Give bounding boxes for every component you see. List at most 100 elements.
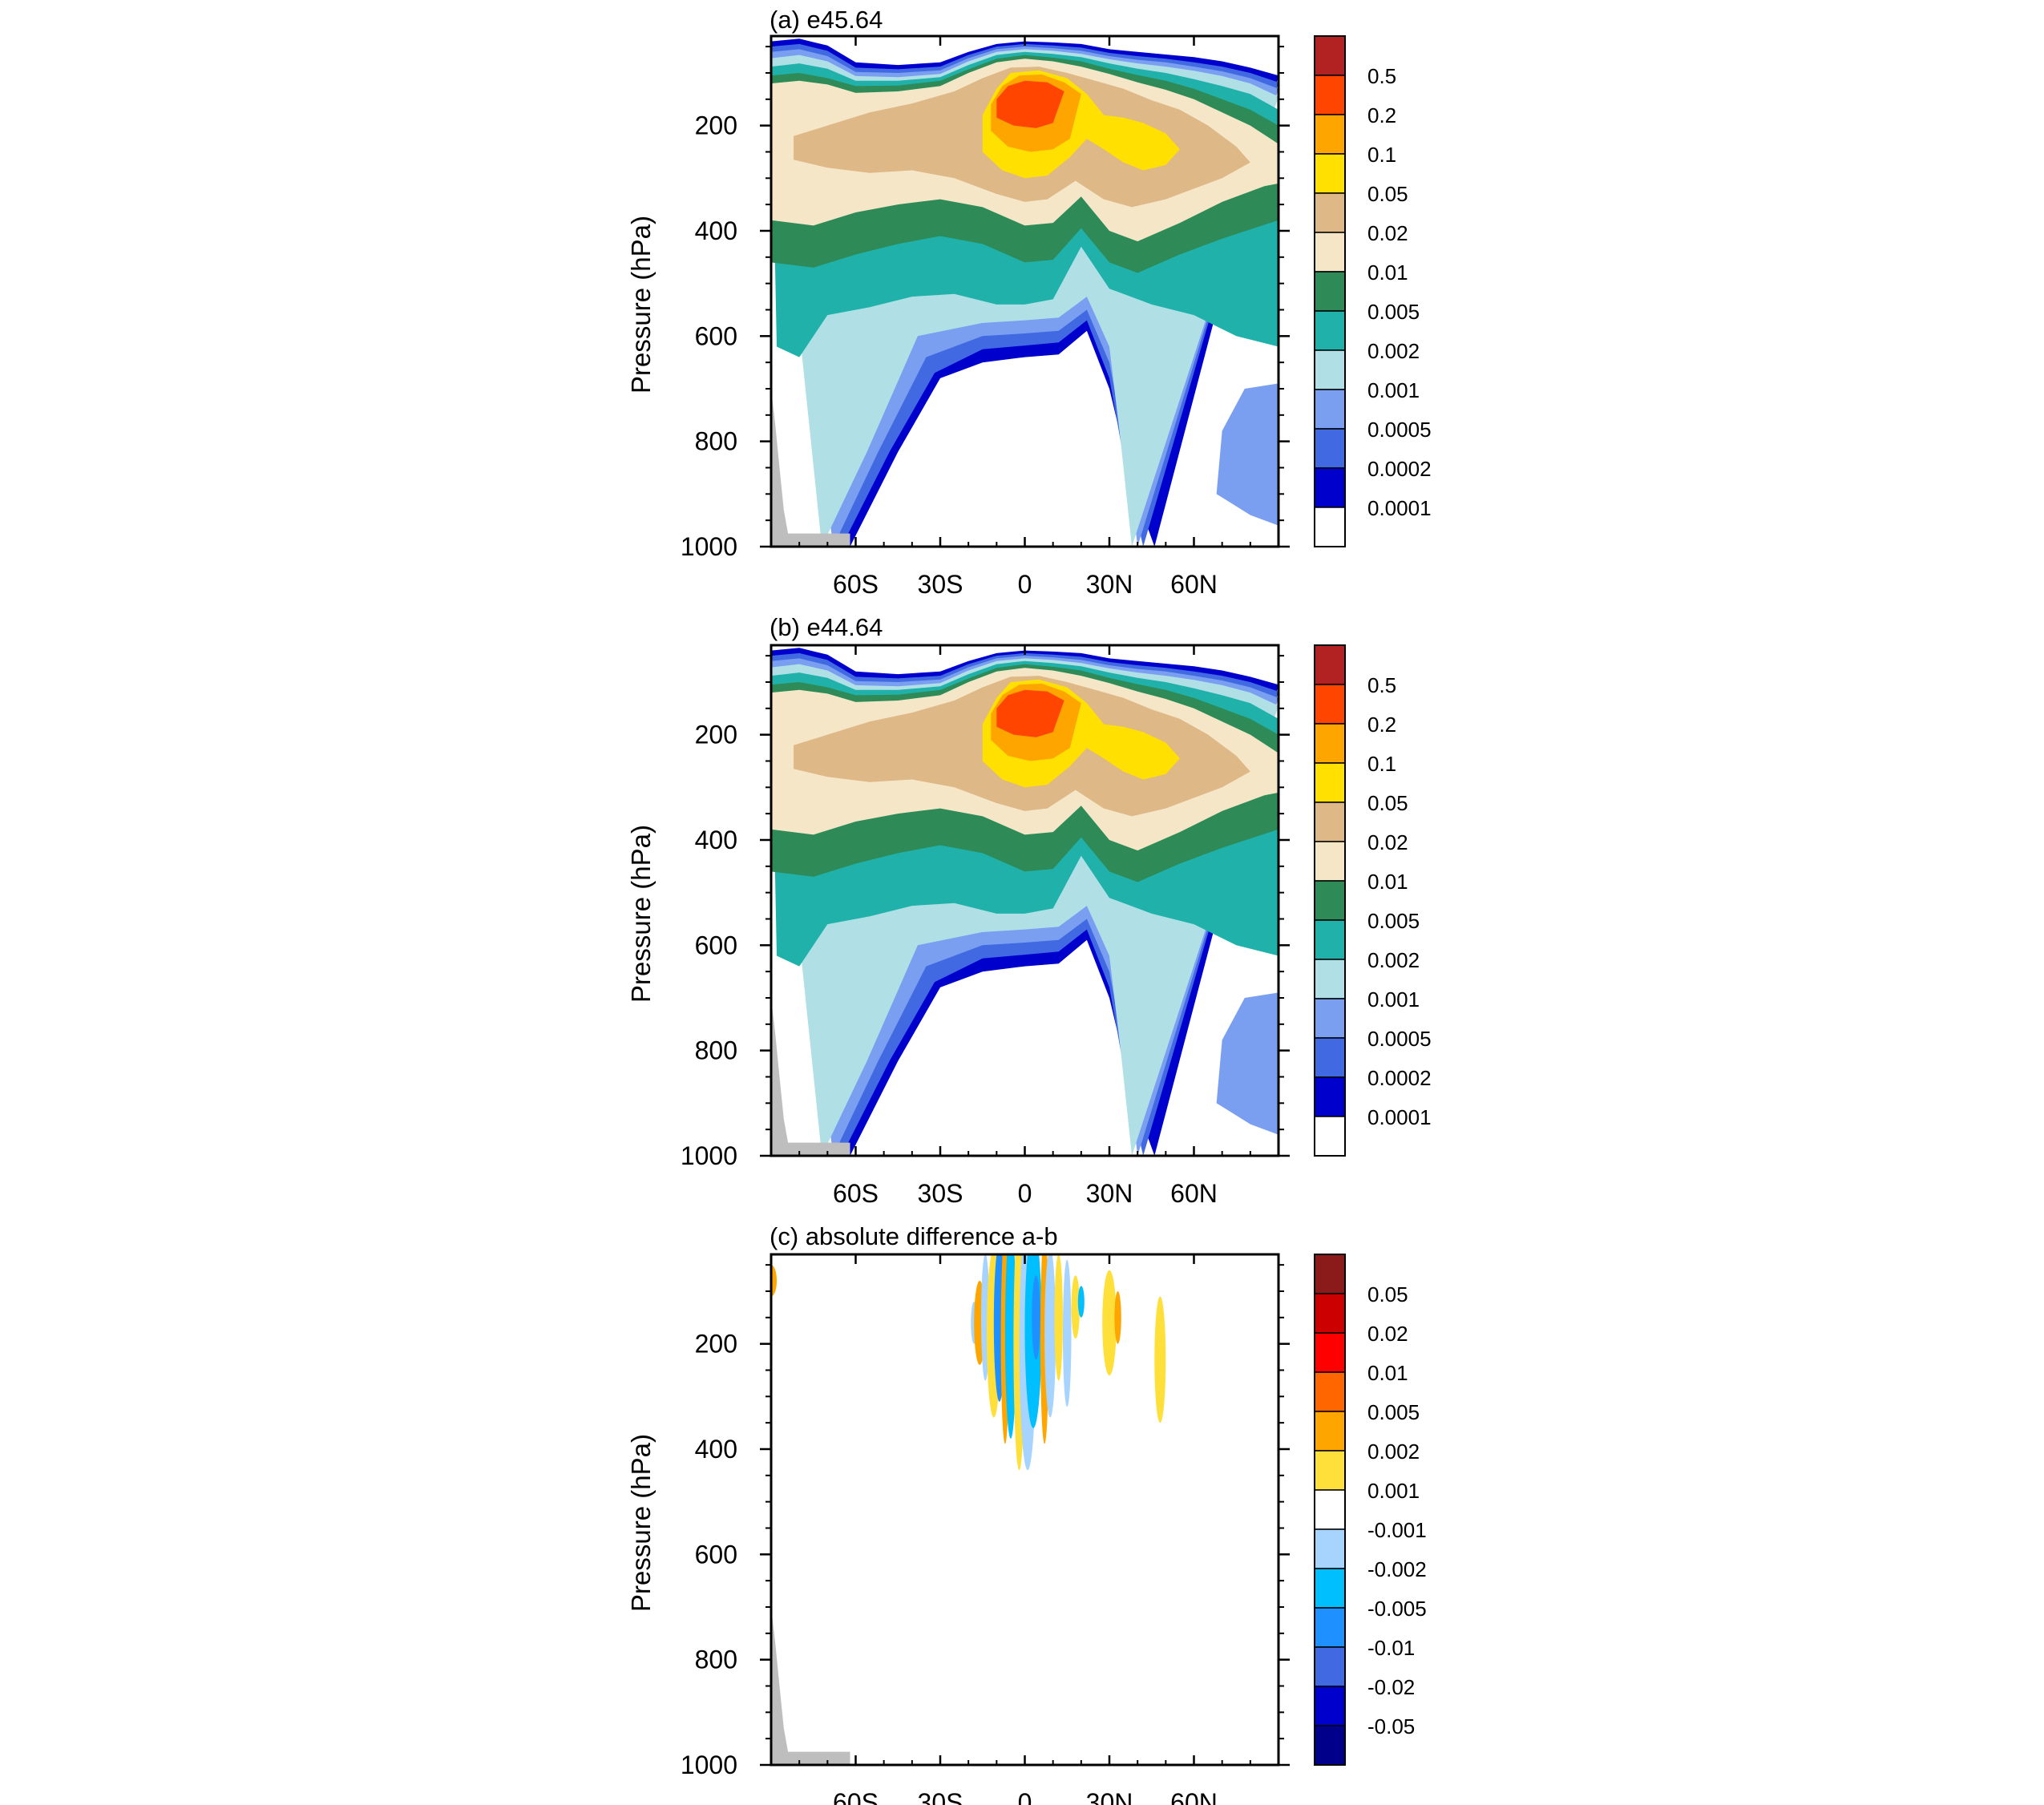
panel-c-colorbar-swatch: [1314, 1725, 1346, 1766]
panel-b-colorbar-swatch: [1314, 1037, 1346, 1078]
panel-c-x-tick-label: 30N: [1086, 1788, 1133, 1805]
panel-b-colorbar-label: 0.0002: [1367, 1066, 1432, 1090]
panel-b-colorbar-label: 0.005: [1367, 909, 1420, 933]
panel-c-colorbar-label: -0.01: [1367, 1636, 1415, 1660]
panel-b-plot: [770, 644, 1280, 1157]
panel-b-x-tick-label: 30N: [1086, 1179, 1133, 1208]
panel-c-colorbar-label: -0.005: [1367, 1597, 1427, 1621]
panel-a-colorbar-label: 0.5: [1367, 64, 1396, 88]
panel-c-colorbar-swatch: [1314, 1254, 1346, 1294]
panel-c-x-tick-label: 30S: [918, 1788, 963, 1805]
panel-a-colorbar-swatch: [1314, 310, 1346, 351]
panel-a-colorbar-swatch: [1314, 271, 1346, 312]
panel-a-colorbar-label: 0.02: [1367, 221, 1408, 245]
panel-c-anomaly-blob: [1054, 1254, 1063, 1381]
panel-c-colorbar-swatch: [1314, 1293, 1346, 1334]
panel-b: (b) e44.64 Pressure (hPa) 60S 30S 0 30N 60N 2…: [626, 613, 1432, 1208]
panel-b-colorbar-label: 0.02: [1367, 830, 1408, 854]
panel-c: (c) absolute difference a-b Pressure (hP…: [626, 1222, 1427, 1805]
panel-c-colorbar-swatch: [1314, 1646, 1346, 1687]
panel-c-colorbar-label: 0.01: [1367, 1361, 1408, 1385]
panel-a-contour-0p2: [996, 80, 1064, 128]
panel-b-y-tick-label: 1000: [681, 1141, 737, 1170]
panel-c-colorbar-swatch: [1314, 1371, 1346, 1412]
panel-c-colorbar-label: -0.002: [1367, 1557, 1427, 1581]
panel-b-contour-nh-patch: [1216, 992, 1279, 1135]
panel-a-y-tick-label: 200: [695, 111, 737, 140]
panel-c-x-tick-label: 60N: [1170, 1788, 1218, 1805]
panel-c-topography: [771, 1607, 850, 1765]
panel-c-plot: [770, 1253, 1280, 1767]
panel-c-anomaly-blob: [1114, 1290, 1121, 1344]
panel-a-colorbar-swatch: [1314, 153, 1346, 194]
panel-b-colorbar-swatch: [1314, 802, 1346, 842]
panel-a-colorbar-swatch: [1314, 389, 1346, 430]
panel-a-colorbar-frame: [1314, 35, 1346, 547]
panel-c-y-tick-label: 800: [695, 1645, 737, 1674]
panel-c-anomaly-blob: [1044, 1254, 1056, 1418]
panel-b-colorbar-label: 0.0005: [1367, 1027, 1432, 1051]
panel-b-y-tick-label: 600: [695, 931, 737, 959]
panel-a-colorbar-label: 0.0002: [1367, 457, 1432, 481]
panel-c-colorbar-swatch: [1314, 1607, 1346, 1648]
panel-b-colorbar-frame: [1314, 644, 1346, 1157]
panel-b-colorbar-swatch: [1314, 762, 1346, 803]
panel-c-anomaly-blob: [1102, 1270, 1117, 1376]
panel-c-colorbar-swatch: [1314, 1489, 1346, 1530]
panel-a-topography: [771, 389, 850, 547]
panel-a-x-tick-label: 30N: [1086, 570, 1133, 599]
panel-c-ylabel: Pressure (hPa): [626, 1434, 656, 1612]
panel-a-x-tick-label: 0: [1018, 570, 1032, 599]
panel-a-x-tick-label: 30S: [918, 570, 963, 599]
panel-b-x-tick-label: 30S: [918, 1179, 963, 1208]
panel-b-colorbar-label: 0.1: [1367, 752, 1396, 776]
panel-c-colorbar-swatch: [1314, 1686, 1346, 1726]
panel-c-colorbar-swatch: [1314, 1411, 1346, 1452]
panel-a-colorbar-swatch: [1314, 428, 1346, 469]
panel-b-colorbar-label: 0.01: [1367, 870, 1408, 894]
panel-a-colorbar-swatch: [1314, 35, 1346, 76]
panel-b-colorbar-label: 0.2: [1367, 713, 1396, 737]
panel-a-colorbar-label: 0.1: [1367, 143, 1396, 167]
panel-c-colorbar-swatch: [1314, 1450, 1346, 1491]
panel-a-colorbar-label: 0.01: [1367, 260, 1408, 285]
panel-b-colorbar-label: 0.0001: [1367, 1105, 1432, 1129]
panel-a-contour-nh-patch: [1216, 383, 1279, 526]
panel-a-colorbar-label: 0.002: [1367, 339, 1420, 363]
panel-a-colorbar-swatch: [1314, 75, 1346, 115]
panel-a-colorbar-label: 0.0005: [1367, 418, 1432, 442]
panel-c-colorbar-swatch: [1314, 1568, 1346, 1609]
panel-b-colorbar-label: 0.05: [1367, 791, 1408, 815]
panel-b-y-tick-label: 800: [695, 1036, 737, 1065]
panel-c-colorbar-frame: [1314, 1254, 1346, 1766]
panel-c-y-tick-label: 400: [695, 1435, 737, 1464]
panel-a: (a) e45.64 Pressure (hPa) 60S 30S 0 30N 60N 2…: [626, 6, 1432, 599]
panel-a-colorbar-swatch: [1314, 507, 1346, 547]
panel-c-colorbar-label: 0.002: [1367, 1440, 1420, 1464]
panel-c-colorbar-label: 0.05: [1367, 1282, 1408, 1306]
panel-c-colorbar-label: -0.02: [1367, 1675, 1415, 1699]
panel-b-x-tick-label: 0: [1018, 1179, 1032, 1208]
panel-c-colorbar-label: 0.02: [1367, 1322, 1408, 1346]
panel-a-colorbar-label: 0.001: [1367, 378, 1420, 402]
panel-b-colorbar-swatch: [1314, 998, 1346, 1039]
panel-a-colorbar-swatch: [1314, 467, 1346, 508]
panel-b-ylabel: Pressure (hPa): [626, 825, 656, 1003]
panel-c-anomaly-blob: [771, 1265, 778, 1297]
panel-c-x-tick-label: 60S: [833, 1788, 879, 1805]
panel-b-title: (b) e44.64: [770, 613, 883, 641]
panel-c-colorbar-swatch: [1314, 1332, 1346, 1373]
panel-a-y-tick-label: 600: [695, 321, 737, 350]
panel-c-y-tick-label: 200: [695, 1330, 737, 1359]
panel-c-anomaly-blob: [1077, 1286, 1085, 1318]
panel-b-y-tick-label: 200: [695, 721, 737, 749]
panel-a-title: (a) e45.64: [770, 6, 883, 34]
panel-a-x-tick-label: 60S: [833, 570, 879, 599]
panel-b-contour-0p2: [996, 689, 1064, 737]
panel-a-y-tick-label: 400: [695, 216, 737, 245]
panel-c-x-tick-label: 0: [1018, 1788, 1032, 1805]
panel-c-anomaly-blob: [1071, 1275, 1081, 1339]
panel-c-y-tick-label: 1000: [681, 1750, 737, 1779]
panel-a-colorbar-label: 0.2: [1367, 103, 1396, 127]
panel-a-plot: [770, 34, 1280, 548]
